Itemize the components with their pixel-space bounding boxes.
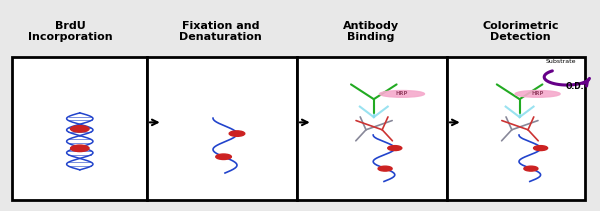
Text: O.D.: O.D. [566,83,584,91]
Circle shape [216,154,232,160]
Bar [147,57,297,200]
Circle shape [524,166,538,171]
Circle shape [378,166,392,171]
Text: Fixation and
Denaturation: Fixation and Denaturation [179,21,262,42]
Circle shape [229,131,245,136]
Text: HRP: HRP [532,91,544,96]
Text: Antibody
Binding: Antibody Binding [343,21,399,42]
Circle shape [533,146,548,151]
Ellipse shape [515,91,560,97]
Circle shape [388,146,402,151]
Circle shape [71,145,89,151]
Text: BrdU
Incorporation: BrdU Incorporation [28,21,113,42]
Text: Substrate: Substrate [546,59,576,64]
Bar [12,57,147,200]
Circle shape [71,126,89,132]
Bar [297,57,447,200]
Text: HRP: HRP [396,91,408,96]
Ellipse shape [380,91,425,97]
Text: Colorimetric
Detection: Colorimetric Detection [482,21,559,42]
Bar [447,57,585,200]
